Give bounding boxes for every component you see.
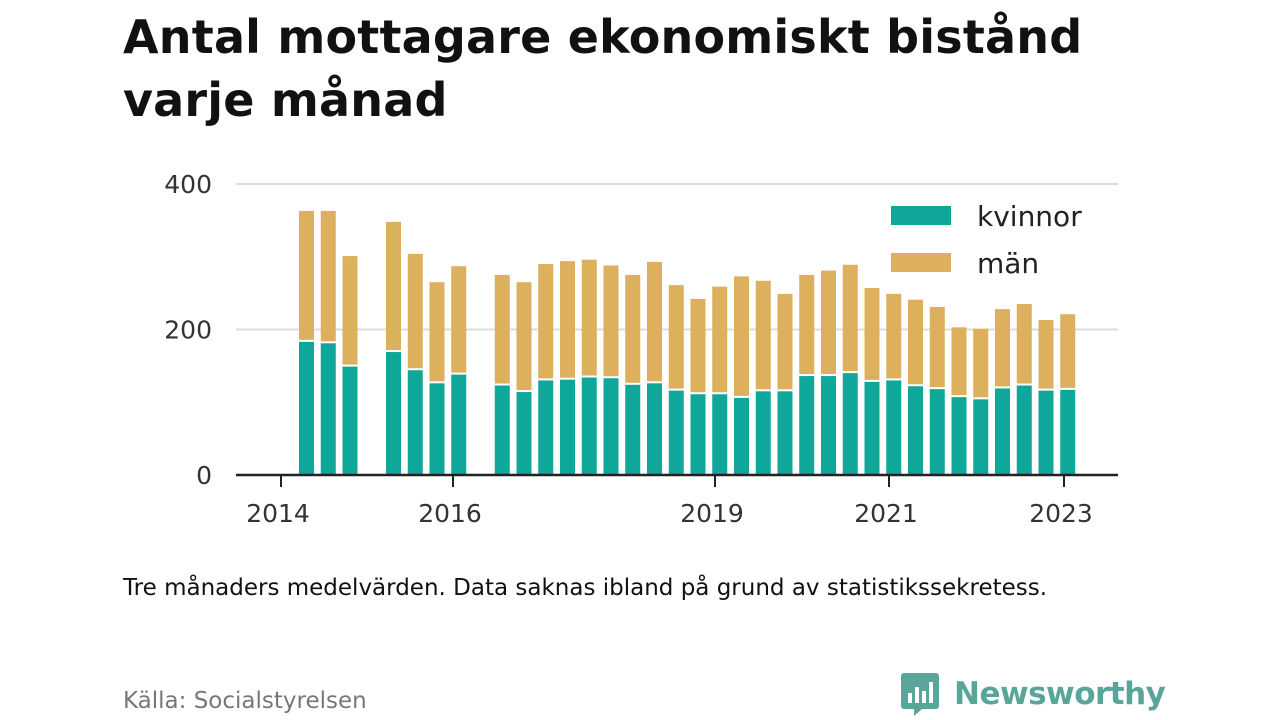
axes: 0 200 400 2014 2016 2019 2021 2023 xyxy=(164,170,1118,528)
bar-kvinnor xyxy=(451,374,467,475)
bar-man xyxy=(929,306,945,388)
bar-kvinnor xyxy=(560,379,575,475)
bar-man xyxy=(603,265,619,377)
bar-kvinnor xyxy=(516,392,532,475)
x-tick-label: 2021 xyxy=(854,499,918,528)
bar-man xyxy=(451,266,467,373)
chart-title: Antal mottagare ekonomiskt bistånd varje… xyxy=(123,10,1083,127)
chart-note: Tre månaders medelvärden. Data saknas ib… xyxy=(123,575,1048,601)
x-tick-label: 2014 xyxy=(246,499,310,528)
bar-kvinnor xyxy=(386,352,401,475)
bar-man xyxy=(407,253,423,369)
bar-kvinnor xyxy=(777,391,793,475)
legend-label: kvinnor xyxy=(977,200,1082,233)
source-credit: Källa: Socialstyrelsen xyxy=(123,688,367,714)
bar-man xyxy=(1016,304,1032,384)
y-tick-label: 400 xyxy=(164,170,212,199)
bar-man xyxy=(516,282,532,391)
bar-kvinnor xyxy=(929,389,945,475)
bar-man xyxy=(734,276,749,396)
bar-kvinnor xyxy=(712,394,728,475)
bar-man xyxy=(886,293,902,379)
bar-man xyxy=(842,264,858,372)
legend-item-kvinnor: kvinnor xyxy=(891,200,1082,233)
bar-kvinnor xyxy=(429,383,445,475)
y-tick-label: 200 xyxy=(164,316,212,345)
bar-kvinnor xyxy=(821,376,836,475)
bar-man xyxy=(429,282,445,382)
bar-man xyxy=(386,221,401,351)
bar-man xyxy=(995,309,1010,387)
bar-man xyxy=(908,299,923,385)
legend: kvinnor män xyxy=(891,200,1082,280)
brand-logo: Newsworthy xyxy=(900,670,1166,718)
bar-man xyxy=(320,210,336,342)
bar-kvinnor xyxy=(625,384,641,475)
bar-man xyxy=(647,261,662,382)
bar-kvinnor xyxy=(1060,389,1076,475)
bar-man xyxy=(864,288,880,380)
bar-man xyxy=(777,293,793,390)
bar-man xyxy=(755,280,771,390)
bar-man xyxy=(712,286,728,393)
bar-man xyxy=(581,259,597,376)
bar-man xyxy=(494,274,510,384)
bar-kvinnor xyxy=(299,341,314,475)
bar-kvinnor xyxy=(799,376,815,475)
legend-item-man: män xyxy=(891,247,1039,280)
bar-kvinnor xyxy=(995,388,1010,475)
bar-kvinnor xyxy=(886,380,902,475)
bar-kvinnor xyxy=(581,377,597,475)
bar-kvinnor xyxy=(538,380,554,475)
bar-kvinnor xyxy=(734,397,749,475)
bar-man xyxy=(342,256,358,365)
bar-man xyxy=(538,264,554,379)
x-tick-label: 2023 xyxy=(1029,499,1093,528)
bar-kvinnor xyxy=(755,391,771,475)
bar-kvinnor xyxy=(647,383,662,475)
brand-name: Newsworthy xyxy=(954,676,1166,712)
bar-man xyxy=(973,328,989,398)
stacked-bar-chart: 0 200 400 2014 2016 2019 2021 2023 kvinnor män xyxy=(164,170,1118,528)
bar-kvinnor xyxy=(603,378,619,475)
newsworthy-logo-icon xyxy=(901,673,939,716)
bar-man xyxy=(1038,320,1054,389)
bar-kvinnor xyxy=(690,394,706,475)
legend-label: män xyxy=(977,247,1039,280)
bar-kvinnor xyxy=(668,390,684,475)
bar-man xyxy=(821,270,836,375)
bar-kvinnor xyxy=(320,343,336,475)
legend-swatch xyxy=(891,206,951,225)
bar-kvinnor xyxy=(1016,385,1032,475)
bar-man xyxy=(951,327,967,396)
bar-kvinnor xyxy=(973,399,989,475)
bar-man xyxy=(668,285,684,389)
y-tick-label: 0 xyxy=(196,461,212,490)
bar-kvinnor xyxy=(342,366,358,475)
bar-kvinnor xyxy=(951,397,967,475)
bar-kvinnor xyxy=(494,385,510,475)
bar-kvinnor xyxy=(908,386,923,475)
x-tick-label: 2019 xyxy=(680,499,744,528)
bar-kvinnor xyxy=(1038,390,1054,475)
bar-man xyxy=(560,261,575,378)
legend-swatch xyxy=(891,253,951,272)
bar-man xyxy=(625,274,641,383)
bars xyxy=(299,210,1076,475)
bar-man xyxy=(799,274,815,375)
bar-man xyxy=(690,298,706,393)
bar-man xyxy=(299,210,314,340)
bar-kvinnor xyxy=(407,370,423,475)
bar-man xyxy=(1060,314,1076,388)
bar-kvinnor xyxy=(864,381,880,475)
x-tick-label: 2016 xyxy=(418,499,482,528)
bar-kvinnor xyxy=(842,373,858,475)
